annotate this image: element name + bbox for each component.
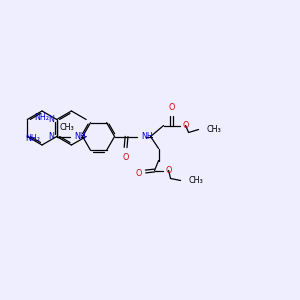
Text: NH: NH	[75, 132, 86, 141]
Text: O: O	[166, 166, 172, 175]
Text: O: O	[135, 169, 142, 178]
Text: CH₃: CH₃	[207, 125, 221, 134]
Text: N: N	[48, 115, 54, 124]
Text: O: O	[168, 103, 175, 112]
Text: O: O	[122, 152, 129, 161]
Text: NH₂: NH₂	[25, 134, 40, 143]
Text: N: N	[48, 132, 54, 141]
Text: NH₂: NH₂	[34, 113, 50, 122]
Text: CH₃: CH₃	[60, 122, 74, 131]
Text: NH: NH	[142, 132, 153, 141]
Text: CH₃: CH₃	[189, 176, 203, 185]
Text: O: O	[183, 121, 189, 130]
